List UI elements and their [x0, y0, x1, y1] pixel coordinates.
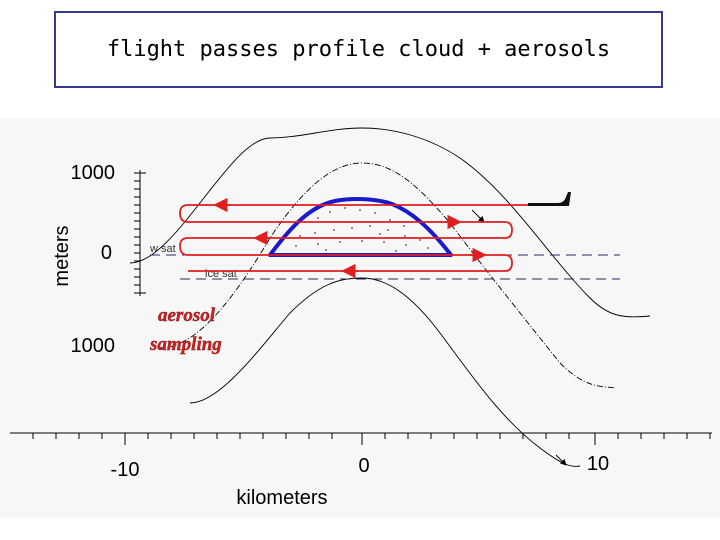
- cloud-particles: [295, 207, 429, 252]
- x-axis-ticks: [32, 433, 711, 445]
- y-tick-label-bottom: 1000: [71, 335, 116, 357]
- aircraft-icon: [528, 192, 571, 206]
- y-tick-label-middle: 0: [101, 242, 112, 264]
- y-tick-label-top: 1000: [71, 162, 116, 184]
- water-saturation-label: w sat: [149, 243, 176, 255]
- streamline-lower: [189, 277, 581, 467]
- ice-saturation-label: ice sat: [205, 268, 237, 280]
- flight-track: [179, 204, 545, 272]
- x-tick-label-left: -10: [111, 459, 140, 481]
- x-tick-label-center: 0: [358, 455, 369, 477]
- title-box: flight passes profile cloud + aerosols: [54, 11, 663, 88]
- aerosol-sampling-line-1: aerosol: [158, 305, 216, 326]
- x-axis-label: kilometers: [236, 487, 327, 509]
- x-tick-label-right: 10: [587, 453, 609, 475]
- aerosol-sampling-line-2: sampling: [149, 334, 222, 355]
- slide-title: flight passes profile cloud + aerosols: [106, 37, 611, 62]
- streamline-arrow-lower: [555, 454, 567, 466]
- cloud-flight-diagram: meters 1000 0 1000 -10 0 10 kilometers: [10, 127, 712, 509]
- streamline-upper: [129, 127, 651, 318]
- streamline-middle: [159, 162, 616, 389]
- streamline-arrow-upper: [471, 209, 485, 223]
- y-axis-label: meters: [51, 225, 73, 286]
- cloud-boundary: [268, 197, 453, 257]
- figure-panel: meters 1000 0 1000 -10 0 10 kilometers: [0, 118, 720, 518]
